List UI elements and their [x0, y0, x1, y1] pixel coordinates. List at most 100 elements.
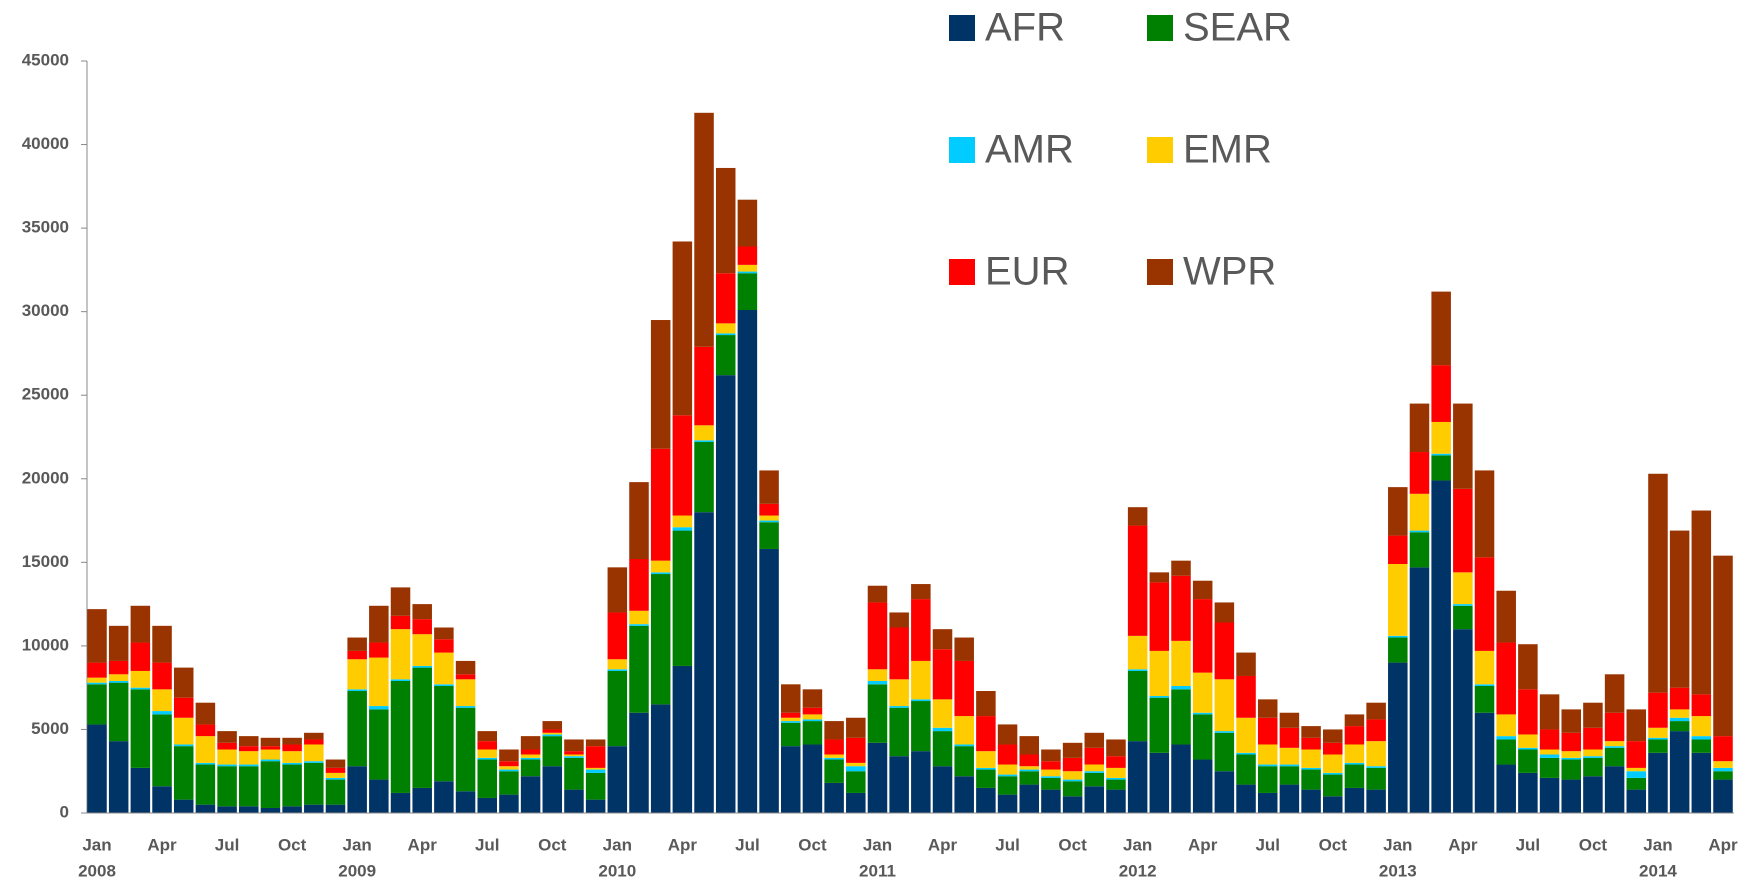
bar-segment [1453, 403, 1473, 489]
bar-segment [1041, 749, 1061, 762]
legend-swatch [949, 259, 975, 285]
y-tick-label: 45000 [22, 50, 69, 69]
bar-segment [694, 512, 714, 813]
bar-segment [1648, 737, 1668, 740]
x-year-label: 2009 [338, 861, 376, 880]
bar-segment [173, 746, 194, 800]
bar-segment [304, 732, 324, 740]
bar-segment [694, 440, 714, 443]
bar-segment [1084, 747, 1105, 765]
bar-segment [108, 680, 129, 683]
bar-segment [1561, 751, 1581, 758]
x-year-label: 2014 [1639, 861, 1677, 880]
bar-segment [217, 749, 237, 765]
bar-segment [737, 246, 758, 265]
x-tick-label: Jan [603, 835, 632, 854]
bar-segment [152, 786, 172, 813]
bar-segment [846, 717, 866, 738]
bar-segment [369, 657, 389, 707]
bar-segment [412, 665, 432, 668]
bar-segment [1518, 747, 1538, 750]
legend-label: AMR [985, 128, 1074, 172]
bar-segment [1539, 777, 1560, 813]
bar-segment [282, 762, 302, 765]
bar-segment [715, 273, 736, 324]
bar-segment [1713, 555, 1733, 737]
bar-segment [1106, 739, 1126, 757]
bar-segment [108, 660, 129, 675]
bar-segment [997, 776, 1018, 795]
bar-segment [1691, 716, 1712, 737]
bar-segment [1388, 535, 1408, 565]
bar-segment [1409, 452, 1430, 494]
legend-label: SEAR [1183, 6, 1292, 50]
bar-segment [1518, 734, 1538, 748]
bar-segment [889, 612, 909, 628]
bar-segment [1171, 685, 1191, 690]
bar-segment [1041, 776, 1061, 778]
bar-segment [1279, 712, 1300, 728]
bar-segment [1171, 689, 1191, 745]
bar-segment [585, 772, 606, 800]
bar-segment [954, 716, 974, 745]
bar-segment [585, 799, 606, 813]
bar-segment [564, 789, 584, 813]
bar-segment [846, 737, 866, 763]
bar-segment [477, 759, 497, 798]
bar-segment [87, 662, 107, 678]
bar-segment [1323, 796, 1343, 813]
bar-segment [629, 482, 649, 559]
bar-segment [954, 746, 974, 777]
bar-segment [672, 665, 693, 813]
bar-segment [1604, 766, 1625, 813]
bar-segment [629, 712, 649, 813]
x-tick-label: Jul [215, 835, 240, 854]
bar-segment [499, 794, 519, 813]
bar-segment [87, 724, 107, 813]
bar-segment [173, 744, 194, 747]
bar-segment [1279, 727, 1300, 748]
bar-segment [1604, 747, 1625, 767]
bar-segment [932, 649, 953, 700]
bar-segment [542, 729, 563, 733]
bar-segment [434, 627, 454, 640]
bar-segment [824, 721, 844, 740]
bar-segment [650, 704, 671, 813]
bar-segment [282, 751, 302, 763]
x-year-label: 2008 [78, 861, 116, 880]
bar-segment [629, 625, 649, 713]
bar-segment [1149, 697, 1170, 753]
bar-segment [759, 520, 779, 523]
bar-segment [455, 706, 476, 708]
bar-segment [347, 659, 367, 690]
bar-segment [87, 684, 107, 725]
bar-segment [1669, 530, 1690, 688]
bar-segment [1149, 696, 1170, 698]
bar-segment [802, 689, 823, 708]
bar-segment [1409, 567, 1430, 813]
bar-segment [867, 602, 888, 670]
bar-segment [650, 448, 671, 561]
x-tick-label: Apr [408, 835, 438, 854]
bar-segment [1236, 754, 1256, 785]
bar-segment [1453, 605, 1473, 630]
bar-segment [976, 767, 996, 770]
bar-segment [867, 680, 888, 685]
bar-segment [455, 679, 476, 707]
bar-segment [564, 757, 584, 790]
bar-segment [715, 333, 736, 336]
bar-segment [499, 771, 519, 795]
bar-segment [976, 691, 996, 717]
x-tick-label: Oct [278, 835, 307, 854]
bar-segment [347, 650, 367, 660]
bar-segment [1257, 792, 1278, 813]
bar-segment [1453, 604, 1473, 606]
bar-segment [1713, 736, 1733, 762]
bar-segment [1192, 714, 1213, 760]
bar-segment [1626, 771, 1647, 778]
bar-segment [889, 706, 909, 708]
bar-segment [781, 717, 801, 722]
bar-segment [1561, 732, 1581, 752]
bar-segment [1019, 769, 1039, 772]
x-year-label: 2012 [1119, 861, 1157, 880]
